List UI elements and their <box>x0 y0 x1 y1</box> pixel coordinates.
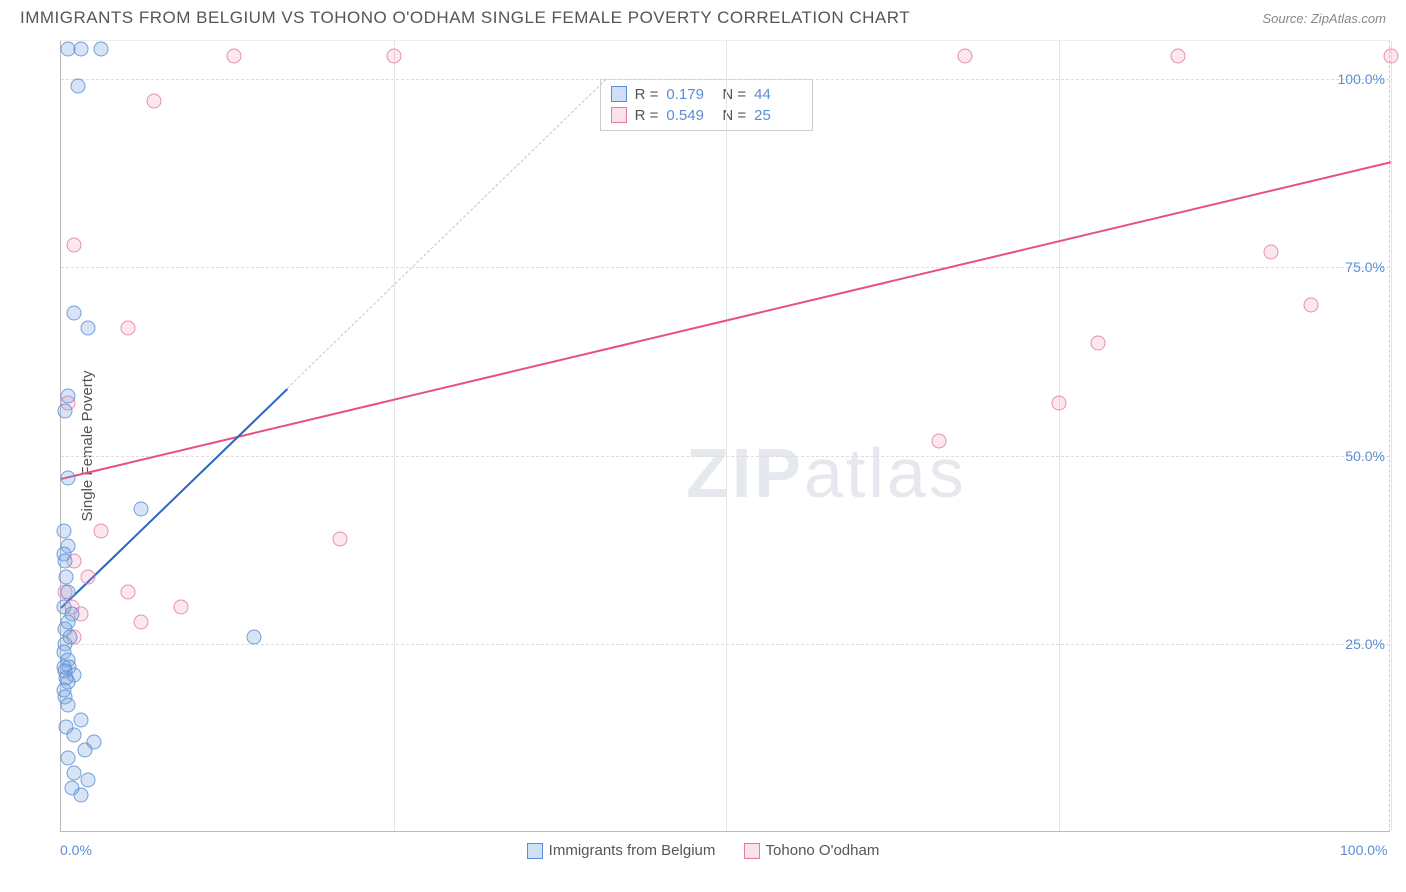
point-a <box>71 79 86 94</box>
stats-b-n: 25 <box>754 107 802 124</box>
legend-label-a: Immigrants from Belgium <box>549 842 716 859</box>
stats-a-r: 0.179 <box>666 86 714 103</box>
point-b <box>1171 49 1186 64</box>
y-tick-label: 75.0% <box>1345 259 1385 275</box>
gridline-h <box>61 79 1389 80</box>
point-a <box>60 471 75 486</box>
swatch-a-icon <box>611 86 627 102</box>
legend-label-b: Tohono O'odham <box>766 842 880 859</box>
point-b <box>958 49 973 64</box>
legend-item-b: Tohono O'odham <box>744 842 880 859</box>
point-a <box>60 697 75 712</box>
stats-r-label: R = <box>635 86 659 103</box>
trend-extension <box>287 79 607 389</box>
legend-item-a: Immigrants from Belgium <box>527 842 716 859</box>
source-prefix: Source: <box>1262 11 1310 26</box>
y-tick-label: 25.0% <box>1345 636 1385 652</box>
gridline-h <box>61 644 1389 645</box>
point-a <box>73 788 88 803</box>
point-a <box>73 712 88 727</box>
point-b <box>333 531 348 546</box>
stats-row-b: R = 0.549 N = 25 <box>611 105 803 126</box>
point-a <box>73 41 88 56</box>
point-b <box>1264 245 1279 260</box>
point-a <box>60 750 75 765</box>
y-tick-label: 50.0% <box>1345 448 1385 464</box>
point-a <box>77 743 92 758</box>
point-b <box>386 49 401 64</box>
gridline-h <box>61 456 1389 457</box>
point-b <box>1304 298 1319 313</box>
gridline-v <box>726 41 727 831</box>
point-b <box>120 320 135 335</box>
point-b <box>1091 335 1106 350</box>
point-a <box>133 501 148 516</box>
point-b <box>226 49 241 64</box>
point-a <box>60 388 75 403</box>
point-b <box>1384 49 1399 64</box>
plot-area: ZIPatlas R = 0.179 N = 44 R = 0.549 N = … <box>60 40 1390 832</box>
point-a <box>93 41 108 56</box>
legend-swatch-b-icon <box>744 843 760 859</box>
point-b <box>147 94 162 109</box>
point-a <box>80 320 95 335</box>
point-b <box>1051 396 1066 411</box>
point-a <box>67 305 82 320</box>
bottom-legend: Immigrants from Belgium Tohono O'odham <box>0 842 1406 863</box>
stats-a-n: 44 <box>754 86 802 103</box>
point-b <box>80 569 95 584</box>
point-b <box>931 433 946 448</box>
gridline-v <box>1059 41 1060 831</box>
point-b <box>67 237 82 252</box>
x-tick-label: 0.0% <box>60 842 92 858</box>
point-a <box>57 403 72 418</box>
point-b <box>120 584 135 599</box>
stats-b-r: 0.549 <box>666 107 714 124</box>
point-a <box>67 727 82 742</box>
source-label: Source: ZipAtlas.com <box>1262 11 1386 26</box>
stats-r-label-2: R = <box>635 107 659 124</box>
y-tick-label: 100.0% <box>1338 71 1385 87</box>
watermark: ZIPatlas <box>686 433 967 513</box>
gridline-h <box>61 267 1389 268</box>
point-b <box>173 599 188 614</box>
point-a <box>246 629 261 644</box>
point-a <box>80 773 95 788</box>
point-a <box>56 524 71 539</box>
watermark-bold: ZIP <box>686 434 804 512</box>
point-a <box>57 554 72 569</box>
point-a <box>59 569 74 584</box>
gridline-v <box>1391 41 1392 831</box>
gridline-v <box>394 41 395 831</box>
swatch-b-icon <box>611 107 627 123</box>
point-a <box>63 629 78 644</box>
stats-box: R = 0.179 N = 44 R = 0.549 N = 25 <box>600 79 814 131</box>
x-tick-label: 100.0% <box>1340 842 1387 858</box>
chart-title: IMMIGRANTS FROM BELGIUM VS TOHONO O'ODHA… <box>20 8 910 28</box>
source-name: ZipAtlas.com <box>1311 11 1386 26</box>
legend-swatch-a-icon <box>527 843 543 859</box>
point-a <box>60 584 75 599</box>
point-b <box>133 614 148 629</box>
point-b <box>93 524 108 539</box>
stats-row-a: R = 0.179 N = 44 <box>611 84 803 105</box>
